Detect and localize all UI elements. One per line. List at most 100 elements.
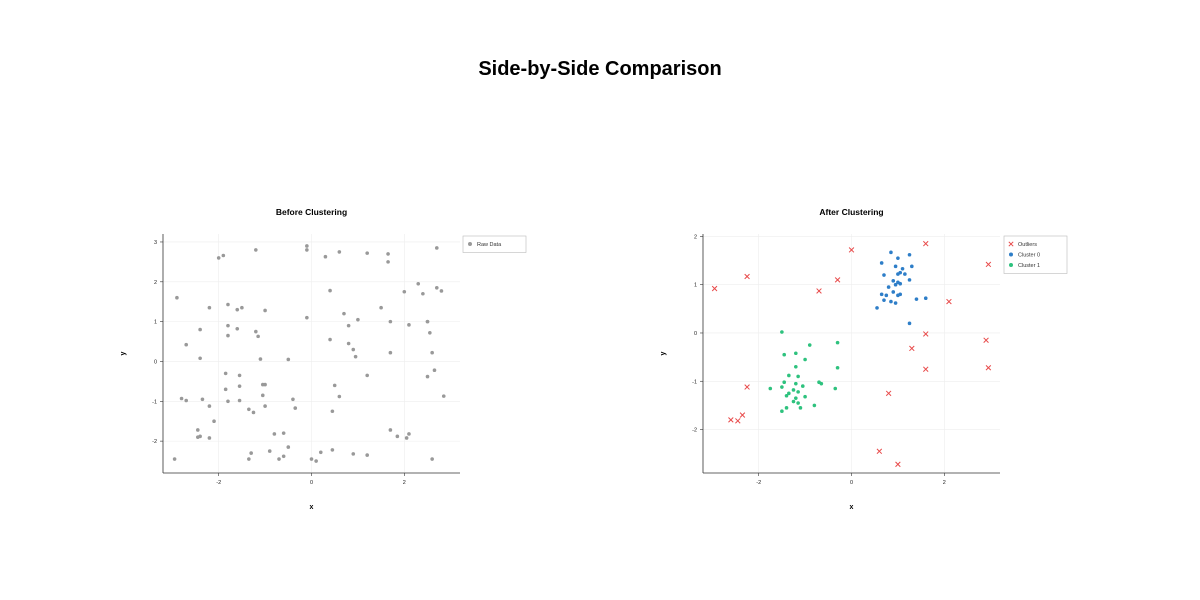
data-point: [923, 296, 928, 301]
data-point: [337, 394, 342, 399]
data-point: [346, 323, 351, 328]
data-point: [388, 428, 393, 432]
data-point: [404, 436, 409, 440]
series-outliers: [711, 240, 992, 468]
data-point: [879, 261, 884, 265]
y-tick-label: 0: [694, 331, 697, 337]
data-point: [794, 396, 798, 400]
y-tick-label: -1: [152, 399, 157, 405]
data-point: [388, 319, 393, 324]
data-point: [251, 410, 256, 415]
data-point: [895, 461, 901, 468]
y-axis-label: y: [660, 351, 667, 355]
data-point: [247, 407, 251, 412]
data-point: [337, 250, 342, 254]
data-point: [346, 341, 351, 346]
data-point: [848, 247, 855, 253]
data-point: [226, 333, 230, 338]
data-point: [365, 453, 369, 457]
series-cluster-1: [768, 330, 840, 413]
data-point: [434, 285, 439, 290]
data-point: [351, 347, 356, 352]
data-point: [739, 412, 746, 418]
data-point: [353, 354, 358, 359]
data-point: [258, 357, 263, 361]
y-tick-label: -1: [692, 379, 697, 385]
x-tick-label: -2: [216, 480, 221, 486]
y-tick-label: 1: [154, 320, 157, 326]
x-tick-label: 2: [943, 480, 946, 486]
data-point: [780, 385, 784, 389]
data-point: [172, 457, 177, 461]
data-point: [876, 448, 883, 455]
y-tick-label: 3: [154, 240, 157, 246]
y-tick-label: 2: [694, 234, 697, 240]
data-point: [425, 374, 430, 379]
data-point: [728, 417, 734, 423]
data-point: [237, 398, 242, 403]
data-point: [254, 248, 258, 252]
x-tick-label: 2: [403, 480, 406, 486]
data-point: [983, 337, 989, 343]
data-point: [889, 250, 893, 255]
data-point: [985, 261, 992, 268]
series-cluster-0: [875, 250, 928, 326]
data-point: [305, 248, 309, 252]
data-point: [356, 317, 360, 322]
data-point: [237, 373, 242, 378]
series-raw-data: [172, 244, 446, 463]
data-point: [198, 327, 202, 332]
chart-before-clustering: Before Clustering -2 0 2 -2 -1 0 1 2 3 x y Raw Data: [120, 207, 527, 511]
data-point: [223, 371, 228, 376]
data-point: [430, 350, 434, 355]
data-point: [768, 386, 773, 391]
data-point: [267, 449, 272, 453]
data-point: [323, 254, 328, 259]
data-point: [328, 288, 332, 293]
data-point: [441, 394, 446, 398]
data-point: [780, 409, 784, 413]
data-point: [309, 457, 314, 461]
x-axis-label: x: [850, 504, 854, 511]
data-point: [782, 380, 787, 385]
chart-title: Before Clustering: [276, 207, 347, 217]
data-point: [875, 306, 879, 310]
legend: Raw Data: [462, 235, 527, 253]
data-point: [342, 311, 346, 316]
data-point: [247, 457, 251, 461]
x-tick-label: 0: [850, 480, 853, 486]
data-point: [281, 431, 286, 435]
legend-marker: [1008, 241, 1014, 247]
legend-box: [1003, 235, 1068, 274]
data-point: [882, 298, 886, 302]
data-point: [281, 454, 286, 459]
data-point: [430, 457, 434, 461]
data-point: [891, 290, 896, 294]
data-point: [903, 272, 907, 276]
data-point: [711, 285, 718, 292]
data-point: [891, 279, 896, 283]
data-point: [439, 289, 444, 293]
data-point: [196, 428, 200, 432]
data-point: [794, 381, 798, 386]
data-point: [263, 404, 267, 408]
x-axis-label: x: [310, 504, 314, 511]
data-point: [900, 266, 905, 271]
data-point: [207, 305, 212, 310]
data-point: [796, 390, 800, 394]
y-tick-label: 2: [154, 280, 157, 286]
data-point: [819, 381, 824, 386]
data-point: [388, 350, 393, 355]
legend-label: Cluster 1: [1018, 263, 1040, 269]
data-point: [812, 403, 817, 408]
data-point: [896, 293, 900, 298]
data-point: [272, 432, 277, 436]
data-point: [833, 386, 838, 391]
data-point: [365, 373, 369, 378]
data-point: [332, 383, 337, 388]
data-point: [794, 364, 798, 369]
data-point: [386, 260, 390, 264]
data-point: [226, 302, 230, 307]
data-point: [807, 343, 812, 347]
data-point: [379, 305, 383, 310]
